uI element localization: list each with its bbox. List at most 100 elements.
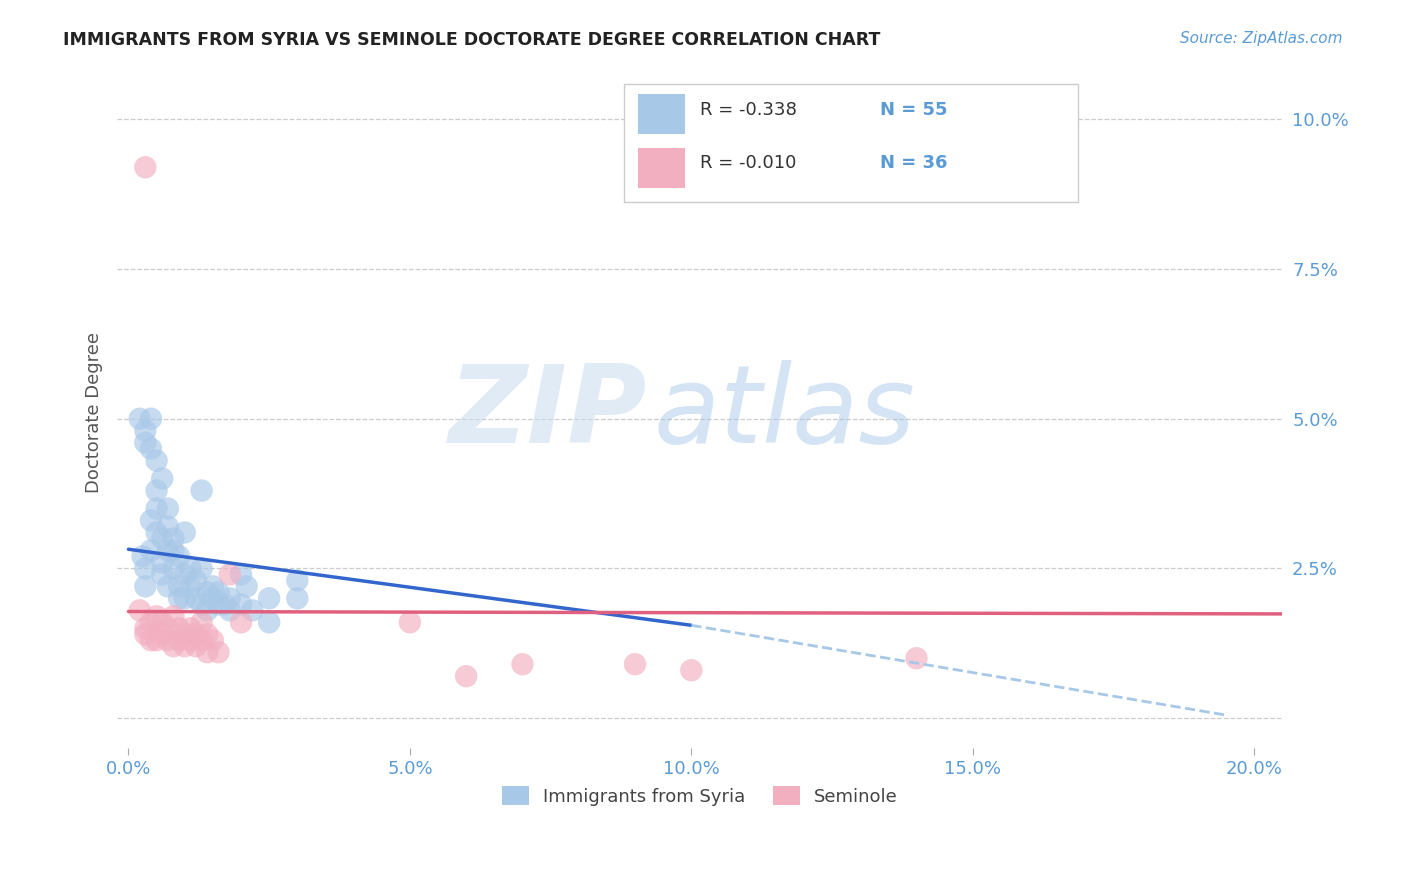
Point [173, 591, 195, 606]
Point [257, 615, 280, 630]
Point [167, 621, 190, 635]
Point [195, 627, 218, 641]
Point [162, 532, 184, 546]
Point [173, 639, 195, 653]
Point [150, 615, 173, 630]
Point [184, 627, 207, 641]
Point [156, 519, 179, 533]
Point [173, 567, 195, 582]
Point [131, 549, 153, 564]
Point [139, 514, 162, 528]
Point [190, 615, 212, 630]
Point [150, 627, 173, 641]
Point [145, 483, 167, 498]
Point [184, 639, 207, 653]
Point [229, 598, 252, 612]
FancyBboxPatch shape [624, 84, 1078, 202]
Point [139, 633, 162, 648]
Point [207, 598, 229, 612]
Point [156, 621, 179, 635]
Point [128, 603, 150, 617]
Bar [638, 95, 685, 135]
Point [190, 633, 212, 648]
Point [201, 579, 224, 593]
Point [681, 663, 703, 677]
Point [150, 556, 173, 570]
Point [179, 621, 201, 635]
Point [134, 561, 156, 575]
Point [257, 591, 280, 606]
Point [167, 633, 190, 648]
Point [145, 633, 167, 648]
Point [179, 633, 201, 648]
Point [184, 574, 207, 588]
Point [190, 561, 212, 575]
Point [173, 627, 195, 641]
Text: N = 36: N = 36 [880, 154, 948, 172]
Point [145, 501, 167, 516]
Text: ZIP: ZIP [449, 359, 647, 466]
Point [162, 609, 184, 624]
Point [139, 411, 162, 425]
Point [134, 161, 156, 175]
Point [179, 561, 201, 575]
Point [145, 609, 167, 624]
Y-axis label: Doctorate Degree: Doctorate Degree [86, 332, 103, 493]
Point [240, 603, 263, 617]
Text: N = 55: N = 55 [880, 101, 948, 119]
Text: R = -0.338: R = -0.338 [700, 101, 797, 119]
Point [218, 603, 240, 617]
Point [179, 579, 201, 593]
Text: Source: ZipAtlas.com: Source: ZipAtlas.com [1180, 31, 1343, 46]
Point [139, 543, 162, 558]
Point [173, 525, 195, 540]
Point [195, 645, 218, 659]
Legend: Immigrants from Syria, Seminole: Immigrants from Syria, Seminole [495, 779, 905, 813]
Point [167, 591, 190, 606]
Point [150, 472, 173, 486]
Point [134, 579, 156, 593]
Point [128, 411, 150, 425]
Point [399, 615, 422, 630]
Point [201, 633, 224, 648]
Point [134, 435, 156, 450]
Point [134, 621, 156, 635]
Point [207, 585, 229, 599]
Point [218, 591, 240, 606]
Point [207, 645, 229, 659]
Text: R = -0.010: R = -0.010 [700, 154, 796, 172]
Point [512, 657, 534, 672]
Point [139, 442, 162, 456]
Point [905, 651, 928, 665]
Point [285, 574, 308, 588]
Point [145, 525, 167, 540]
Point [134, 627, 156, 641]
Point [156, 543, 179, 558]
Point [145, 453, 167, 467]
Point [218, 567, 240, 582]
Point [285, 591, 308, 606]
Point [162, 561, 184, 575]
Point [201, 591, 224, 606]
Point [162, 543, 184, 558]
Point [195, 585, 218, 599]
Point [190, 598, 212, 612]
Point [167, 549, 190, 564]
Point [167, 579, 190, 593]
Point [156, 633, 179, 648]
Point [162, 639, 184, 653]
Point [184, 591, 207, 606]
Point [195, 603, 218, 617]
Point [229, 615, 252, 630]
Point [212, 598, 235, 612]
Point [456, 669, 478, 683]
Point [150, 532, 173, 546]
Point [190, 483, 212, 498]
Bar [638, 148, 685, 188]
Point [156, 579, 179, 593]
Point [229, 567, 252, 582]
Point [134, 424, 156, 438]
Text: atlas: atlas [654, 360, 915, 466]
Text: IMMIGRANTS FROM SYRIA VS SEMINOLE DOCTORATE DEGREE CORRELATION CHART: IMMIGRANTS FROM SYRIA VS SEMINOLE DOCTOR… [63, 31, 880, 49]
Point [235, 579, 257, 593]
